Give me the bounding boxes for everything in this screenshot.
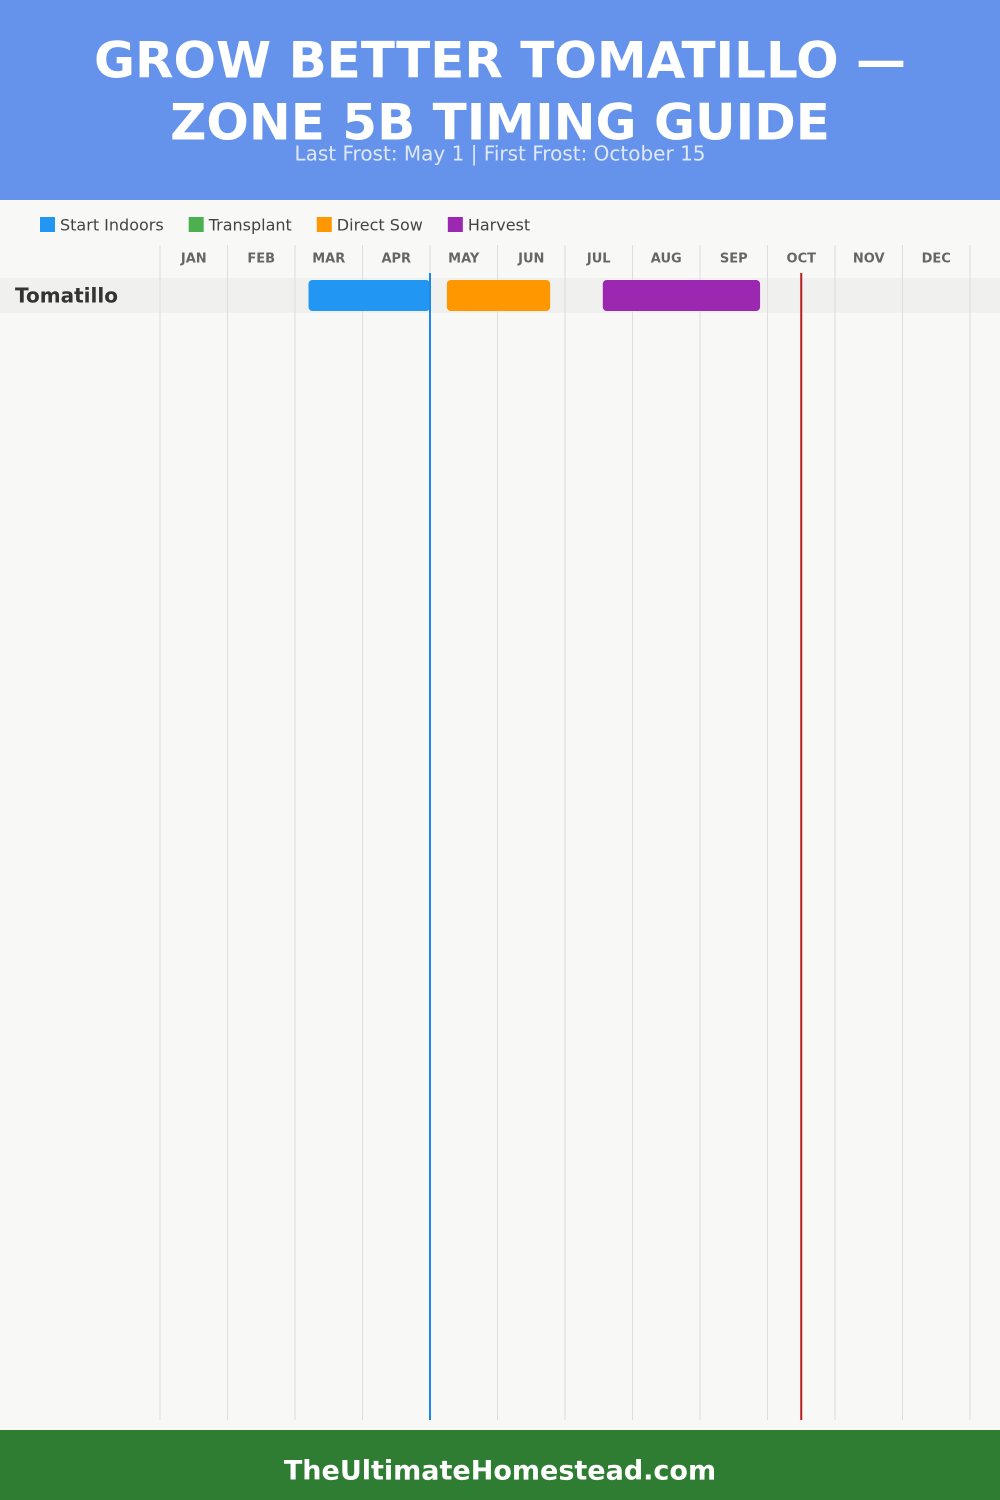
bar — [446, 280, 551, 311]
month-label: JAN — [180, 252, 207, 267]
month-label: MAY — [448, 252, 480, 267]
legend-swatch — [447, 217, 463, 232]
legend-label: Direct Sow — [337, 216, 423, 235]
legend-swatch — [316, 217, 332, 232]
bar — [602, 280, 761, 311]
legend-label: Harvest — [468, 216, 530, 235]
legend-label: Transplant — [208, 216, 292, 235]
month-label: NOV — [853, 252, 885, 267]
month-label: JUN — [517, 252, 544, 267]
month-label: APR — [381, 252, 411, 267]
subtitle: Last Frost: May 1 | First Frost: October… — [294, 142, 705, 166]
month-label: FEB — [247, 252, 275, 267]
legend-swatch — [40, 217, 55, 232]
month-label: DEC — [922, 252, 951, 267]
title-line: ZONE 5B TIMING GUIDE — [170, 94, 830, 152]
legend-label: Start Indoors — [60, 216, 164, 235]
month-label: OCT — [787, 252, 817, 267]
header-band — [0, 0, 1000, 200]
legend-swatch — [188, 217, 204, 232]
footer-text: TheUltimateHomestead.com — [284, 1456, 716, 1487]
bar — [308, 280, 430, 311]
month-label: MAR — [312, 252, 345, 267]
title-line: GROW BETTER TOMATILLO — — [94, 32, 906, 90]
month-label: SEP — [720, 252, 748, 267]
footer-band — [0, 1430, 1000, 1500]
month-label: JUL — [586, 252, 611, 267]
row-label: Tomatillo — [15, 284, 118, 308]
month-label: AUG — [651, 252, 682, 267]
